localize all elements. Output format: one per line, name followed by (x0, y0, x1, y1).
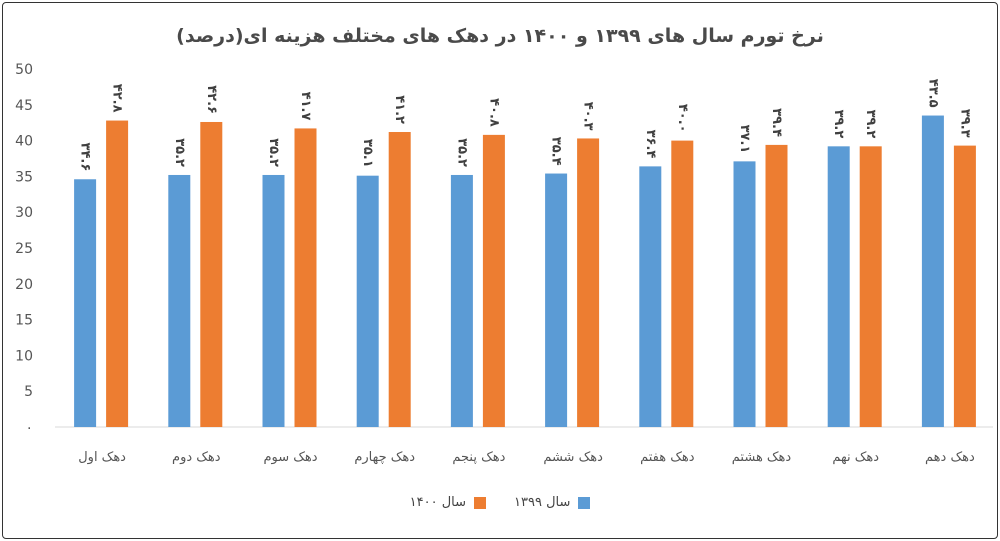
data-label: ۳۷.۱ (737, 125, 752, 154)
y-tick-label: 35 (15, 169, 33, 185)
data-label: ۳۹.۲ (831, 110, 846, 139)
y-tick-label: 5 (24, 384, 33, 400)
data-label: ۴۲.۶ (204, 85, 219, 114)
bar-1399 (545, 173, 568, 427)
chart-legend: سال ۱۳۹۹ سال ۱۴۰۰ (3, 495, 997, 510)
x-tick-label: دهک دهم (925, 450, 975, 465)
x-tick-label: دهک پنجم (452, 450, 505, 465)
y-tick-label: 45 (15, 98, 33, 114)
bar-1400 (388, 132, 411, 427)
bar-1400 (671, 140, 694, 427)
x-tick-label: دهک اول (78, 450, 126, 465)
legend-swatch-1400 (474, 496, 486, 509)
legend-item-1400: سال ۱۴۰۰ (410, 495, 486, 510)
data-label: ۴۰.۳ (581, 102, 596, 131)
bar-1400 (859, 146, 882, 427)
x-tick-label: دهک ششم (543, 450, 603, 465)
data-label: ۳۵.۲ (266, 138, 281, 167)
data-label: ۳۵.۲ (172, 138, 187, 167)
chart-plot: ۰ 5 10 15 20 25 30 35 40 45 50 ۳۴.۶ ۴۲.۸ دهک اول ۳۵.۲ ۴… (15, 62, 993, 465)
bar-1400 (577, 138, 600, 427)
data-label: ۴۱.۷ (298, 92, 313, 121)
bar-1400 (953, 145, 976, 427)
y-tick-label: 10 (15, 348, 33, 364)
legend-swatch-1399 (578, 496, 591, 509)
data-label: ۳۵.۴ (549, 137, 564, 166)
chart-title: نرخ تورم سال های ۱۳۹۹ و ۱۴۰۰ در دهک های … (176, 25, 824, 47)
bar-1400 (482, 134, 505, 427)
data-label: ۳۴.۶ (78, 143, 93, 172)
legend-label-1400: سال ۱۴۰۰ (409, 495, 466, 510)
bar-1399 (356, 175, 379, 427)
data-label: ۴۳.۵ (925, 79, 940, 108)
legend-item-1399: سال ۱۳۹۹ (514, 495, 591, 510)
data-label: ۴۲.۸ (110, 84, 125, 113)
data-label: ۳۶.۴ (643, 130, 658, 159)
bar-1399 (450, 174, 473, 427)
bar-1400 (106, 120, 129, 427)
legend-label-1399: سال ۱۳۹۹ (514, 495, 571, 510)
bar-1399 (74, 179, 97, 427)
y-tick-label: 25 (15, 241, 33, 257)
data-label: ۳۵.۲ (454, 138, 469, 167)
y-tick-label: ۰ (25, 420, 33, 436)
x-tick-label: دهک دوم (172, 450, 221, 465)
bar-1399 (733, 161, 756, 427)
bar-1399 (827, 146, 850, 427)
x-tick-label: دهک سوم (263, 450, 317, 465)
y-tick-label: 50 (15, 62, 33, 78)
y-tick-label: 15 (15, 313, 33, 329)
data-label: ۴۰.۰ (675, 104, 690, 133)
x-tick-label: دهک نهم (832, 450, 879, 465)
bar-1399 (639, 166, 662, 427)
data-label: ۳۵.۱ (360, 139, 375, 168)
data-label: ۳۹.۲ (863, 110, 878, 139)
bar-1399 (168, 174, 191, 427)
bar-1399 (262, 174, 285, 427)
bar-1400 (200, 121, 223, 427)
bar-1400 (765, 144, 788, 427)
data-label: ۳۹.۴ (769, 108, 784, 137)
bar-1400 (294, 128, 317, 427)
bar-1399 (921, 115, 944, 427)
data-label: ۳۹.۳ (957, 109, 972, 138)
x-tick-label: دهک هشتم (732, 450, 792, 465)
y-tick-label: 40 (15, 134, 33, 150)
x-tick-label: دهک هفتم (640, 450, 695, 465)
data-label: ۴۰.۸ (486, 98, 501, 127)
y-tick-label: 20 (15, 277, 33, 293)
data-label: ۴۱.۲ (392, 95, 407, 124)
y-tick-label: 30 (15, 205, 33, 221)
x-tick-label: دهک چهارم (354, 450, 415, 465)
